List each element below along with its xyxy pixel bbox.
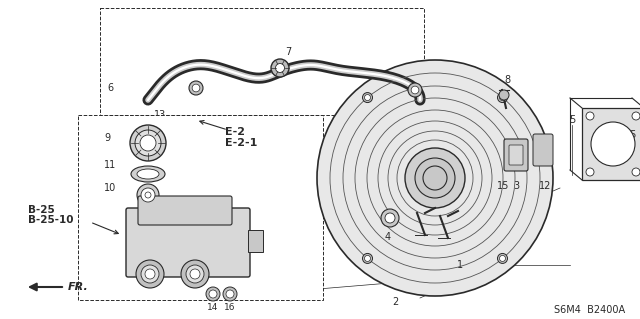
Circle shape xyxy=(423,166,447,190)
Text: E-2: E-2 xyxy=(225,127,245,137)
Text: 7: 7 xyxy=(285,47,291,57)
Circle shape xyxy=(632,112,640,120)
Circle shape xyxy=(209,290,217,298)
Circle shape xyxy=(362,253,372,263)
Circle shape xyxy=(130,125,166,161)
Circle shape xyxy=(586,168,594,176)
Circle shape xyxy=(497,93,508,103)
Text: 11: 11 xyxy=(104,160,116,170)
Circle shape xyxy=(271,59,289,77)
Text: 12: 12 xyxy=(539,181,551,191)
Text: 5: 5 xyxy=(569,115,575,125)
Circle shape xyxy=(145,269,155,279)
Circle shape xyxy=(381,209,399,227)
Bar xyxy=(248,230,263,252)
Circle shape xyxy=(632,168,640,176)
Circle shape xyxy=(186,265,204,283)
Bar xyxy=(100,8,424,115)
Circle shape xyxy=(365,94,371,100)
Text: 8: 8 xyxy=(504,75,510,85)
Text: 15: 15 xyxy=(625,130,637,140)
Circle shape xyxy=(385,213,395,223)
Circle shape xyxy=(317,60,553,296)
Circle shape xyxy=(140,135,156,151)
Text: 4: 4 xyxy=(385,232,391,242)
Circle shape xyxy=(136,260,164,288)
Circle shape xyxy=(135,130,161,156)
Circle shape xyxy=(226,290,234,298)
Circle shape xyxy=(206,287,220,301)
Circle shape xyxy=(411,86,419,94)
Text: S6M4  B2400A: S6M4 B2400A xyxy=(554,305,625,315)
FancyBboxPatch shape xyxy=(138,196,232,225)
Text: 10: 10 xyxy=(104,183,116,193)
FancyBboxPatch shape xyxy=(126,208,250,277)
Circle shape xyxy=(223,287,237,301)
Text: 1: 1 xyxy=(457,260,463,270)
Text: 15: 15 xyxy=(497,181,509,191)
Text: FR.: FR. xyxy=(68,282,89,292)
Circle shape xyxy=(141,265,159,283)
Bar xyxy=(78,115,323,300)
Circle shape xyxy=(189,81,203,95)
Circle shape xyxy=(499,94,506,100)
FancyBboxPatch shape xyxy=(533,134,553,166)
Text: 9: 9 xyxy=(104,133,110,143)
Circle shape xyxy=(497,253,508,263)
Text: 13: 13 xyxy=(154,110,166,120)
Circle shape xyxy=(415,158,455,198)
Circle shape xyxy=(141,188,155,202)
Text: 3: 3 xyxy=(513,181,519,191)
Circle shape xyxy=(137,184,159,206)
Circle shape xyxy=(192,84,200,92)
Circle shape xyxy=(181,260,209,288)
Circle shape xyxy=(145,192,151,198)
Ellipse shape xyxy=(137,169,159,179)
Circle shape xyxy=(362,93,372,103)
Text: E-2-1: E-2-1 xyxy=(225,138,257,148)
Circle shape xyxy=(591,122,635,166)
Circle shape xyxy=(586,112,594,120)
Circle shape xyxy=(427,170,443,186)
Text: 2: 2 xyxy=(392,297,398,307)
FancyBboxPatch shape xyxy=(504,139,528,171)
Text: 6: 6 xyxy=(107,83,113,93)
Circle shape xyxy=(275,63,285,72)
Circle shape xyxy=(365,256,371,262)
Circle shape xyxy=(190,269,200,279)
Text: B-25-10: B-25-10 xyxy=(28,215,74,225)
Circle shape xyxy=(499,256,506,262)
Text: 13: 13 xyxy=(430,67,442,77)
Ellipse shape xyxy=(131,166,165,182)
Circle shape xyxy=(499,90,509,100)
Text: 14: 14 xyxy=(207,303,219,313)
Text: 16: 16 xyxy=(224,303,236,313)
FancyBboxPatch shape xyxy=(509,145,523,165)
Text: B-25: B-25 xyxy=(28,205,55,215)
Circle shape xyxy=(408,83,422,97)
Bar xyxy=(582,108,640,180)
Circle shape xyxy=(405,148,465,208)
